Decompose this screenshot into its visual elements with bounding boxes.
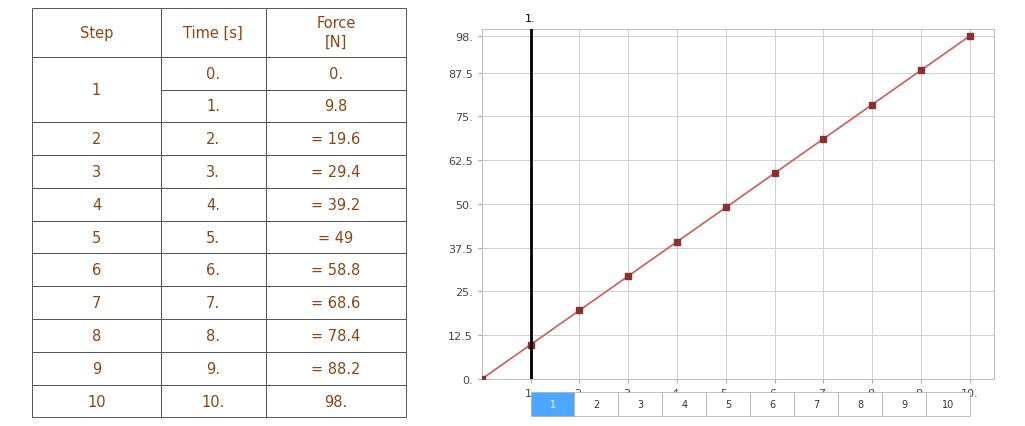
Text: 7: 7 xyxy=(92,296,101,311)
Text: 7: 7 xyxy=(813,399,819,409)
Bar xyxy=(161,385,265,417)
Text: 4: 4 xyxy=(92,197,101,212)
Bar xyxy=(32,221,161,254)
Text: 9.: 9. xyxy=(206,361,220,376)
Bar xyxy=(161,9,265,58)
Bar xyxy=(265,287,406,320)
Text: 1.: 1. xyxy=(525,14,536,24)
Bar xyxy=(750,392,794,416)
Text: 10: 10 xyxy=(942,399,954,409)
Bar xyxy=(706,392,750,416)
Bar xyxy=(574,392,618,416)
Text: 2: 2 xyxy=(593,399,600,409)
Text: 9: 9 xyxy=(92,361,101,376)
Text: 0.: 0. xyxy=(329,66,343,81)
Bar xyxy=(161,156,265,188)
Text: 9: 9 xyxy=(901,399,907,409)
Text: Time [s]: Time [s] xyxy=(183,26,243,40)
Text: 3: 3 xyxy=(638,399,644,409)
Bar xyxy=(161,352,265,385)
Bar xyxy=(926,392,970,416)
Text: = 29.4: = 29.4 xyxy=(312,164,361,180)
Text: 1: 1 xyxy=(549,399,556,409)
Bar xyxy=(265,221,406,254)
Bar xyxy=(32,156,161,188)
Bar xyxy=(265,352,406,385)
Bar xyxy=(794,392,838,416)
Bar xyxy=(32,188,161,221)
Bar xyxy=(161,287,265,320)
Bar xyxy=(32,9,161,58)
Bar xyxy=(882,392,926,416)
Text: 98.: 98. xyxy=(324,394,347,409)
Text: 6: 6 xyxy=(92,263,101,278)
Bar xyxy=(161,123,265,156)
Bar xyxy=(161,188,265,221)
Bar xyxy=(265,90,406,123)
Bar xyxy=(32,320,161,352)
Bar xyxy=(32,254,161,287)
Bar xyxy=(265,320,406,352)
Text: 4.: 4. xyxy=(206,197,220,212)
Text: = 88.2: = 88.2 xyxy=(312,361,361,376)
Text: 9.8: 9.8 xyxy=(324,99,347,114)
Bar xyxy=(531,392,574,416)
Text: 8: 8 xyxy=(92,328,101,343)
Bar xyxy=(161,320,265,352)
Text: 7.: 7. xyxy=(206,296,220,311)
Bar xyxy=(265,188,406,221)
Text: 0.: 0. xyxy=(206,66,220,81)
Text: 1.: 1. xyxy=(206,99,220,114)
Text: 6: 6 xyxy=(769,399,775,409)
Bar xyxy=(161,221,265,254)
Bar xyxy=(161,254,265,287)
Bar xyxy=(32,352,161,385)
Bar xyxy=(32,58,161,123)
Bar xyxy=(32,287,161,320)
Text: 5: 5 xyxy=(92,230,101,245)
Bar xyxy=(265,156,406,188)
Text: 1: 1 xyxy=(92,83,101,98)
Bar xyxy=(265,58,406,90)
Text: 8.: 8. xyxy=(206,328,220,343)
Text: 2.: 2. xyxy=(206,132,220,147)
Text: Step: Step xyxy=(80,26,113,40)
Text: = 19.6: = 19.6 xyxy=(312,132,361,147)
Text: 2: 2 xyxy=(92,132,101,147)
Text: = 58.8: = 58.8 xyxy=(312,263,361,278)
Bar xyxy=(32,385,161,417)
Text: 6.: 6. xyxy=(206,263,220,278)
Bar xyxy=(32,123,161,156)
Text: 5: 5 xyxy=(725,399,732,409)
Bar xyxy=(265,385,406,417)
Text: = 39.2: = 39.2 xyxy=(312,197,361,212)
Text: 8: 8 xyxy=(857,399,863,409)
Text: Force
[N]: Force [N] xyxy=(317,16,356,50)
Text: 4: 4 xyxy=(682,399,688,409)
Text: = 49: = 49 xyxy=(319,230,354,245)
Bar xyxy=(618,392,662,416)
Text: = 68.6: = 68.6 xyxy=(312,296,361,311)
Bar xyxy=(662,392,706,416)
Bar xyxy=(265,9,406,58)
Bar xyxy=(161,90,265,123)
Bar xyxy=(265,123,406,156)
Text: = 78.4: = 78.4 xyxy=(312,328,361,343)
Text: 10: 10 xyxy=(87,394,106,409)
Text: 5.: 5. xyxy=(206,230,220,245)
Bar xyxy=(838,392,882,416)
Text: 3.: 3. xyxy=(206,164,220,180)
Bar xyxy=(161,58,265,90)
Text: 3: 3 xyxy=(92,164,101,180)
Bar xyxy=(265,254,406,287)
Text: 10.: 10. xyxy=(202,394,226,409)
